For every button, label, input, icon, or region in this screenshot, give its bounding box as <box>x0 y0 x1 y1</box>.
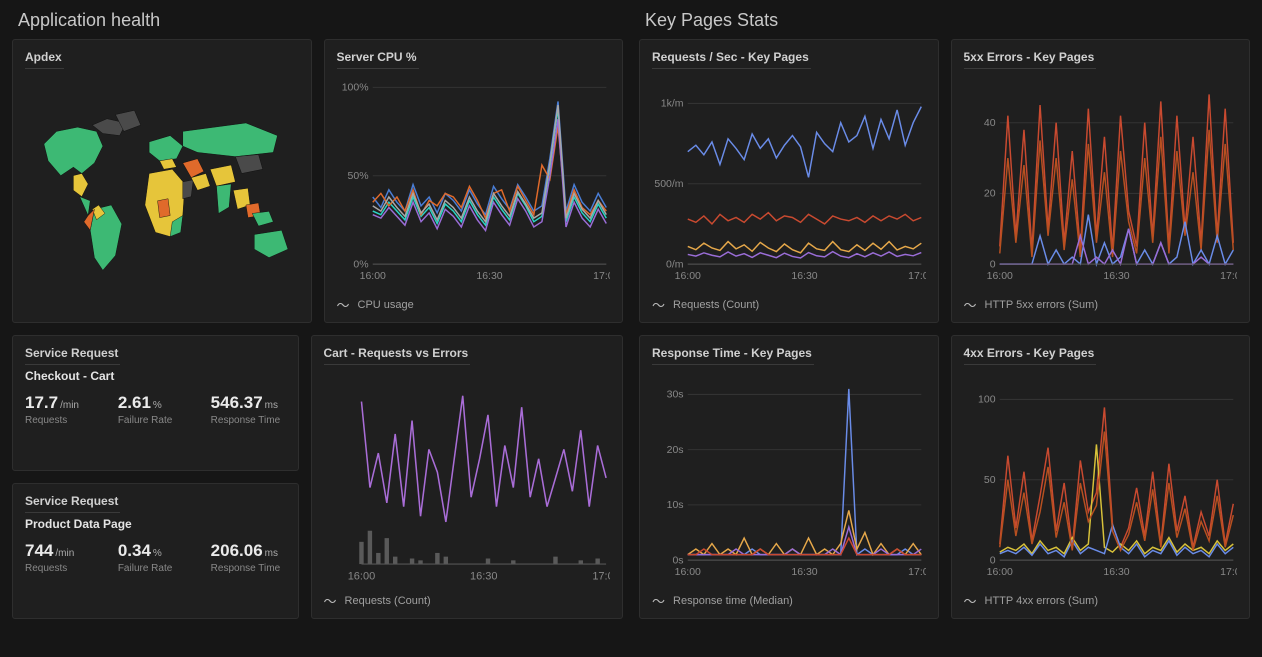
resp-time-chart: 0s 10s 20s 30s 16:00 16:30 17:00 <box>652 371 926 583</box>
section-title-app-health: Application health <box>18 10 623 31</box>
resp-footer: Response time (Median) <box>673 595 793 607</box>
svg-text:0/m: 0/m <box>666 258 684 270</box>
svg-text:10s: 10s <box>667 499 684 511</box>
card-req-sec[interactable]: Requests / Sec - Key Pages 0/m 500/m 1k/m 1… <box>639 39 939 323</box>
svg-text:16:30: 16:30 <box>791 270 817 282</box>
svg-text:50: 50 <box>983 474 995 486</box>
svg-text:16:00: 16:00 <box>359 270 385 282</box>
e4xx-chart: 0 50 100 16:00 16:30 17:00 <box>964 371 1238 583</box>
svg-text:0: 0 <box>989 258 995 270</box>
svg-text:17:00: 17:00 <box>593 270 610 282</box>
svg-text:0s: 0s <box>672 554 683 566</box>
resp-time-title: Response Time - Key Pages <box>652 346 814 365</box>
card-svc-checkout[interactable]: Service Request Checkout - Cart 17.7/min… <box>12 335 299 471</box>
svg-text:17:00: 17:00 <box>908 270 925 282</box>
svc-product-metrics: 744/minRequests0.34%Failure Rate206.06ms… <box>25 541 286 574</box>
trend-icon: 〜 <box>652 295 665 314</box>
cart-chart: 16:00 16:30 17:00 <box>324 371 611 583</box>
e4xx-footer: HTTP 4xx errors (Sum) <box>985 595 1098 607</box>
svc-product-small: Service Request <box>25 494 120 513</box>
card-cpu[interactable]: Server CPU % 0%50%100%16:0016:3017:00 〜 … <box>324 39 624 323</box>
svg-text:30s: 30s <box>667 389 684 401</box>
svg-text:1k/m: 1k/m <box>661 98 684 110</box>
req-sec-footer: Requests (Count) <box>673 299 759 311</box>
svg-text:16:00: 16:00 <box>675 270 701 282</box>
card-cart-req-err[interactable]: Cart - Requests vs Errors 16:00 16:30 17:0… <box>311 335 624 619</box>
svg-text:100%: 100% <box>341 82 368 94</box>
svg-text:16:00: 16:00 <box>675 566 701 578</box>
svg-text:16:30: 16:30 <box>470 570 498 582</box>
e5xx-chart: 0 20 40 16:00 16:30 17:00 <box>964 75 1238 287</box>
cpu-chart: 0% 50% 100% 16:00 16:30 17:00 <box>337 75 611 287</box>
card-resp-time[interactable]: Response Time - Key Pages 0s 10s 20s 30s 16:… <box>639 335 939 619</box>
svg-text:16:00: 16:00 <box>986 270 1012 282</box>
cpu-footer: CPU usage <box>358 299 414 311</box>
card-svc-product[interactable]: Service Request Product Data Page 744/mi… <box>12 483 299 619</box>
trend-icon: 〜 <box>324 591 337 610</box>
trend-icon: 〜 <box>337 295 350 314</box>
svg-text:16:30: 16:30 <box>1103 270 1129 282</box>
svg-text:16:30: 16:30 <box>1103 566 1129 578</box>
cart-footer: Requests (Count) <box>345 595 431 607</box>
svg-text:16:30: 16:30 <box>791 566 817 578</box>
req-sec-chart: 0/m 500/m 1k/m 16:00 16:30 17:00 <box>652 75 926 287</box>
svg-text:17:00: 17:00 <box>908 566 925 578</box>
svg-text:16:00: 16:00 <box>347 570 375 582</box>
svg-text:500/m: 500/m <box>654 178 683 190</box>
svg-text:16:30: 16:30 <box>476 270 502 282</box>
svg-text:17:00: 17:00 <box>1220 566 1237 578</box>
svg-text:16:00: 16:00 <box>986 566 1012 578</box>
svg-text:40: 40 <box>983 117 995 129</box>
svg-text:0%: 0% <box>353 258 368 270</box>
card-apdex[interactable]: Apdex <box>12 39 312 323</box>
card-apdex-title: Apdex <box>25 50 64 69</box>
svc-product-main: Product Data Page <box>25 517 286 531</box>
svg-text:17:00: 17:00 <box>1220 270 1237 282</box>
trend-icon: 〜 <box>964 295 977 314</box>
req-sec-title: Requests / Sec - Key Pages <box>652 50 811 69</box>
trend-icon: 〜 <box>964 591 977 610</box>
e5xx-title: 5xx Errors - Key Pages <box>964 50 1097 69</box>
card-5xx[interactable]: 5xx Errors - Key Pages 0 20 40 16:00 16:30 17… <box>951 39 1251 323</box>
card-4xx[interactable]: 4xx Errors - Key Pages 0 50 100 16:00 16:30 1… <box>951 335 1251 619</box>
svg-text:20: 20 <box>983 188 995 200</box>
svg-text:17:00: 17:00 <box>592 570 610 582</box>
trend-icon: 〜 <box>652 591 665 610</box>
cart-req-title: Cart - Requests vs Errors <box>324 346 471 365</box>
apdex-map <box>25 75 299 314</box>
svg-text:100: 100 <box>978 394 996 406</box>
svc-checkout-main: Checkout - Cart <box>25 369 286 383</box>
e5xx-footer: HTTP 5xx errors (Sum) <box>985 299 1098 311</box>
svg-text:20s: 20s <box>667 444 684 456</box>
card-cpu-title: Server CPU % <box>337 50 419 69</box>
svc-checkout-metrics: 17.7/minRequests2.61%Failure Rate546.37m… <box>25 393 286 426</box>
section-title-key-pages: Key Pages Stats <box>645 10 1250 31</box>
e4xx-title: 4xx Errors - Key Pages <box>964 346 1097 365</box>
svg-text:0: 0 <box>989 554 995 566</box>
svc-checkout-small: Service Request <box>25 346 120 365</box>
svg-text:50%: 50% <box>347 170 368 182</box>
